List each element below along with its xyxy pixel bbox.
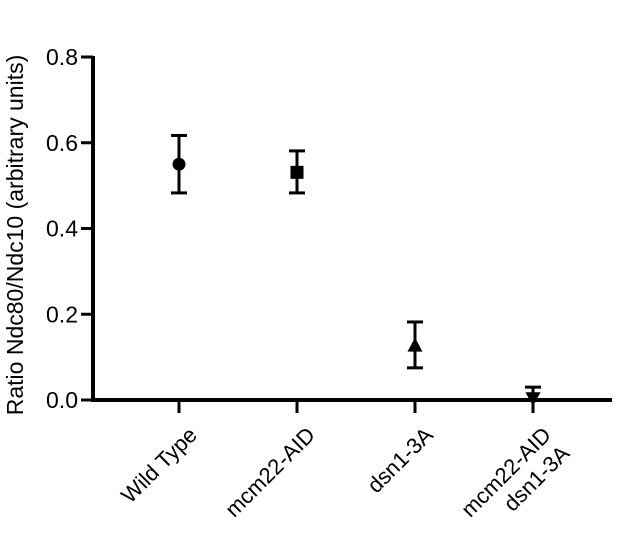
axes — [91, 56, 612, 402]
y-tick-label: 0.8 — [46, 44, 78, 70]
y-axis-title: Ratio Ndc80/Ndc10 (arbitrary units) — [2, 55, 28, 415]
x-tick-label-group: Wild Type — [116, 422, 202, 508]
y-tick-label: 0.6 — [46, 130, 78, 156]
y-axis-ticks: 0.0 0.2 0.4 0.6 0.8 — [46, 44, 93, 413]
y-tick-label: 0.4 — [46, 216, 78, 242]
x-tick-label: dsn1-3A — [362, 422, 438, 498]
x-tick-label-group: mcm22-AID — [220, 422, 320, 522]
x-tick-label: mcm22-AID — [220, 422, 320, 522]
data-points — [171, 133, 541, 407]
data-point-group — [407, 320, 423, 370]
data-point-group — [289, 149, 305, 195]
data-point-group — [171, 133, 187, 195]
x-tick-label: Wild Type — [116, 422, 202, 508]
data-point-circle — [172, 157, 186, 171]
x-tick-label-group: dsn1-3A — [362, 422, 438, 498]
data-point-square — [290, 165, 304, 179]
y-tick-label: 0.2 — [46, 301, 78, 327]
data-point-triangle-down — [525, 392, 541, 407]
data-point-group — [525, 385, 541, 407]
data-point-triangle-up — [407, 337, 423, 352]
x-axis-ticks: Wild Type mcm22-AID dsn1-3A mcm22-AIDdsn1-3… — [116, 400, 574, 522]
y-tick-label: 0.0 — [46, 387, 78, 413]
